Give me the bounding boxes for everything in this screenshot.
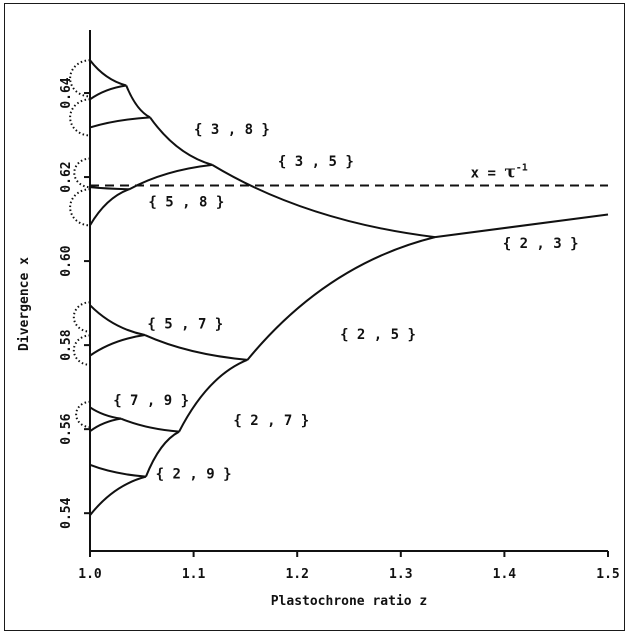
branch-label: { 2 , 9 } (156, 466, 232, 482)
chart-text: 1.0 1.1 1.2 1.3 1.4 1.5 0.54 0.56 0.58 0.60 0.62 0.… (59, 77, 620, 582)
branch-curve (125, 85, 151, 119)
x-tick-label: 1.2 (285, 567, 308, 582)
branch-label: { 5 , 8 } (148, 194, 224, 210)
branch-curve (89, 59, 127, 87)
y-axis-label: Divergence x (17, 257, 32, 351)
dotted-loop (72, 301, 91, 333)
y-tick-label: 0.64 (59, 77, 74, 108)
chart-lines (69, 59, 609, 516)
branch-curve (89, 186, 130, 191)
y-tick-label: 0.60 (59, 245, 74, 276)
branch-label: { 2 , 5 } (340, 327, 416, 343)
branch-label: { 2 , 7 } (233, 413, 309, 429)
branch-label: { 7 , 9 } (113, 393, 189, 409)
x-tick-label: 1.4 (493, 567, 517, 582)
branch-curve (89, 304, 146, 337)
dotted-loop (69, 188, 91, 227)
branch-curve (211, 164, 436, 239)
x-tick-label: 1.3 (389, 567, 412, 582)
x-tick-label: 1.5 (596, 567, 619, 582)
branch-curve (178, 358, 248, 433)
dotted-loop (73, 157, 91, 189)
y-tick-label: 0.56 (59, 413, 74, 444)
branch-curve (89, 334, 146, 357)
branch-curve (89, 116, 151, 129)
branch-curve (246, 236, 436, 361)
branch-curve (89, 188, 130, 226)
branch-curve (89, 463, 147, 478)
dotted-loop (72, 334, 91, 366)
branch-label: { 2 , 3 } (503, 236, 579, 252)
branch-curve (89, 475, 147, 516)
branch-curve (149, 116, 213, 166)
branch-curve (144, 334, 248, 361)
branch-curve (434, 213, 609, 239)
dotted-loop (75, 400, 91, 429)
branch-curve (89, 417, 122, 433)
figure-frame (4, 3, 625, 631)
chart-axes (84, 30, 609, 557)
y-tick-label: 0.58 (59, 329, 74, 360)
x-tick-label: 1.1 (182, 567, 206, 582)
y-tick-label: 0.62 (59, 161, 74, 192)
branch-label: { 5 , 7 } (147, 317, 223, 333)
reference-line-label: x = τ-1 (471, 162, 528, 182)
branch-curve (145, 430, 180, 478)
y-tick-label: 0.54 (59, 497, 74, 528)
branch-curve (128, 163, 213, 191)
branch-label: { 3 , 8 } (194, 122, 270, 138)
branch-curve (89, 406, 122, 420)
branch-curve (89, 84, 127, 101)
x-tick-label: 1.0 (78, 567, 102, 582)
branch-curve (120, 417, 180, 433)
branch-label: { 3 , 5 } (278, 154, 354, 170)
x-axis-label: Plastochrone ratio z (271, 594, 428, 609)
